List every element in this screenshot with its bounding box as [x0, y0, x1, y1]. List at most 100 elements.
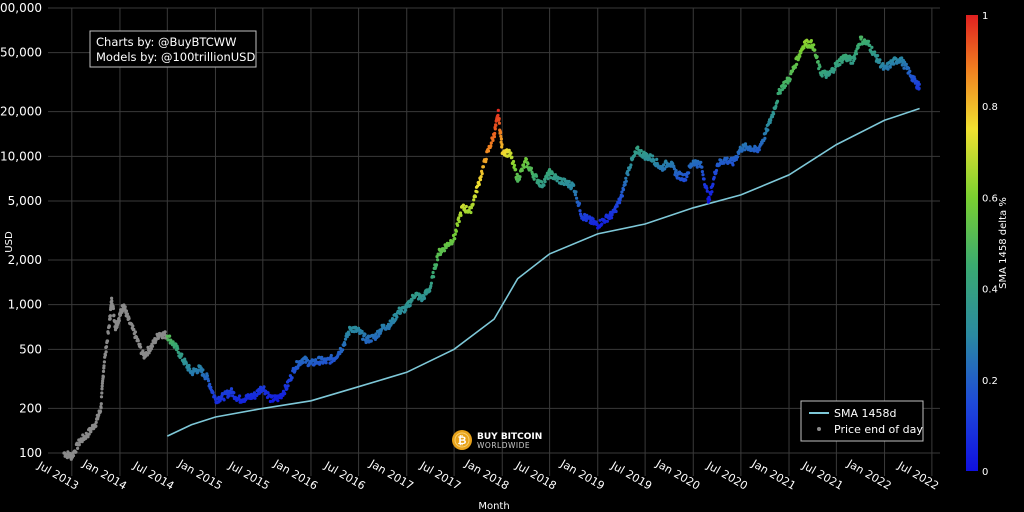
- y-tick-label: 200: [19, 401, 42, 415]
- price-point: [106, 331, 110, 335]
- price-point: [813, 48, 817, 52]
- price-point: [209, 385, 213, 389]
- price-point: [213, 395, 217, 399]
- price-point: [205, 374, 209, 378]
- price-point: [434, 263, 439, 267]
- price-point: [854, 52, 859, 56]
- price-point: [511, 159, 516, 164]
- price-point: [399, 309, 404, 313]
- price-point: [870, 45, 874, 50]
- price-point: [459, 213, 463, 217]
- price-point: [489, 141, 493, 145]
- price-point: [853, 56, 857, 61]
- price-point: [500, 143, 504, 147]
- price-point: [573, 193, 578, 197]
- price-point: [102, 360, 106, 364]
- price-point: [788, 77, 792, 81]
- credits-line-2: Models by: @100trillionUSD: [96, 50, 255, 64]
- price-point: [876, 54, 880, 58]
- price-point: [330, 360, 334, 364]
- price-point: [102, 364, 106, 368]
- price-point: [101, 369, 106, 373]
- price-point: [314, 358, 318, 362]
- price-point: [877, 60, 881, 64]
- price-point: [188, 367, 192, 371]
- price-point: [117, 319, 121, 323]
- y-tick-label: 500: [19, 342, 42, 356]
- price-point: [636, 145, 640, 149]
- price-point: [605, 219, 610, 223]
- price-point: [301, 360, 305, 365]
- price-point: [169, 338, 173, 342]
- price-point: [77, 443, 81, 447]
- price-point: [802, 46, 806, 50]
- price-point: [276, 399, 280, 403]
- price-point: [472, 198, 476, 202]
- price-point: [818, 65, 822, 69]
- colorbar-tick-label: 0.2: [982, 376, 998, 387]
- price-point: [828, 72, 832, 76]
- price-point: [534, 174, 539, 178]
- logo-line-1: BUY BITCOIN: [477, 432, 542, 442]
- price-point: [100, 381, 104, 385]
- price-point: [860, 35, 864, 39]
- price-point: [629, 163, 633, 167]
- price-point: [848, 58, 852, 62]
- colorbar-tick-label: 0.6: [982, 193, 998, 204]
- price-point: [574, 190, 578, 194]
- price-point: [492, 135, 496, 139]
- price-point: [201, 368, 205, 372]
- price-point: [793, 65, 798, 69]
- price-point: [139, 345, 143, 349]
- price-point: [471, 202, 475, 206]
- price-point: [588, 215, 592, 219]
- price-point: [436, 258, 440, 262]
- x-axis-title: Month: [478, 501, 509, 512]
- price-point: [166, 338, 171, 342]
- price-point: [369, 339, 373, 343]
- price-point: [684, 178, 688, 182]
- price-point: [444, 246, 448, 250]
- price-point: [873, 50, 877, 54]
- sma-series: [166, 107, 920, 437]
- y-tick-label: 100,000: [0, 1, 42, 15]
- price-point: [231, 394, 235, 398]
- price-point: [499, 137, 503, 141]
- price-point: [578, 209, 582, 213]
- y-tick-label: 10,000: [0, 149, 42, 163]
- price-point: [795, 62, 799, 66]
- price-point: [522, 165, 526, 169]
- price-point: [484, 157, 488, 161]
- price-point: [101, 375, 105, 379]
- price-point: [111, 306, 115, 311]
- price-point: [763, 136, 767, 140]
- price-point: [453, 237, 457, 241]
- price-point: [705, 186, 709, 190]
- price-point: [457, 219, 461, 224]
- price-point: [734, 157, 739, 162]
- price-point: [141, 349, 145, 353]
- y-axis-title: USD: [4, 231, 15, 253]
- price-point: [518, 175, 522, 179]
- price-point: [123, 305, 127, 309]
- price-point: [714, 168, 719, 173]
- price-point: [499, 131, 503, 135]
- price-point: [548, 168, 552, 172]
- price-point: [149, 347, 153, 351]
- price-point: [766, 128, 770, 132]
- price-point: [138, 342, 142, 346]
- price-point: [183, 357, 187, 361]
- price-point: [347, 332, 351, 336]
- price-point: [341, 348, 345, 352]
- price-point: [475, 190, 479, 194]
- price-series: [62, 35, 921, 461]
- price-point: [127, 316, 131, 321]
- price-point: [705, 189, 709, 193]
- price-point: [510, 155, 514, 159]
- price-point: [614, 209, 618, 214]
- price-point: [700, 165, 704, 169]
- price-point: [774, 104, 778, 108]
- price-point: [440, 250, 444, 254]
- price-point: [881, 62, 885, 66]
